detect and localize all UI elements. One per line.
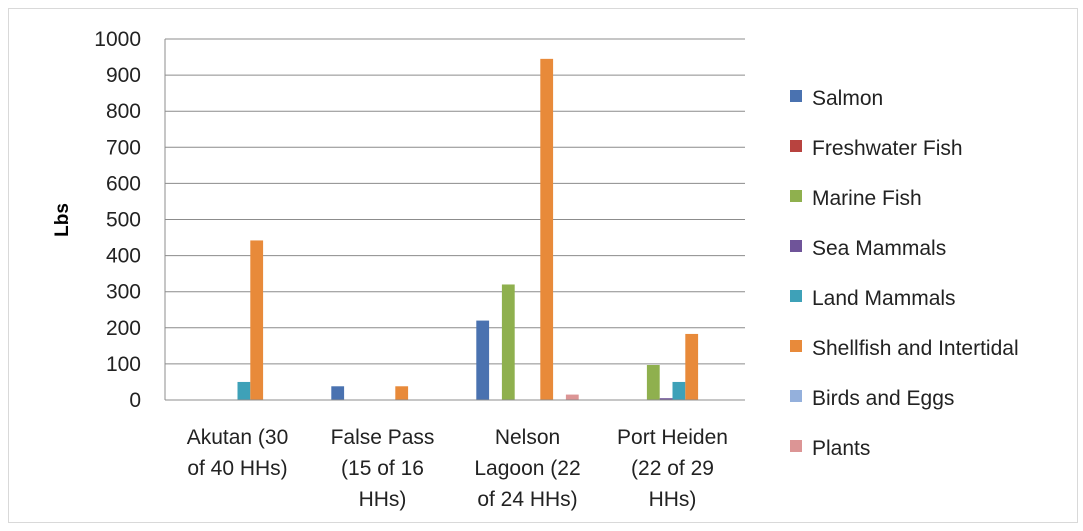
y-tick-label: 600 — [106, 172, 141, 195]
axes — [164, 39, 745, 401]
bar — [565, 394, 579, 400]
bar — [501, 284, 515, 400]
x-category-label: HHs) — [649, 488, 697, 511]
legend-swatch — [790, 190, 802, 202]
legend-label: Birds and Eggs — [812, 387, 954, 410]
y-tick-label: 400 — [106, 245, 141, 268]
legend-label: Marine Fish — [812, 187, 922, 210]
bar — [395, 386, 409, 400]
x-category-label: of 24 HHs) — [477, 488, 577, 511]
legend-swatch — [790, 440, 802, 452]
y-tick-label: 100 — [106, 353, 141, 376]
bar — [476, 320, 490, 400]
bar — [659, 398, 673, 400]
bar — [646, 364, 660, 400]
x-category-label: HHs) — [359, 488, 407, 511]
y-tick-labels: 0 100 200 300 400 500 600 700 800 900 1000 — [94, 28, 141, 412]
y-tick-label: 500 — [106, 209, 141, 232]
legend-label: Salmon — [812, 87, 883, 110]
x-category-labels: Akutan (30 of 40 HHs) False Pass (15 of 16 H… — [187, 426, 728, 511]
y-axis-title: Lbs — [52, 203, 73, 237]
y-tick-label: 700 — [106, 136, 141, 159]
y-tick-label: 1000 — [94, 28, 141, 51]
x-category-label: (15 of 16 — [341, 457, 424, 480]
bar — [237, 381, 251, 400]
bar — [331, 386, 345, 400]
x-category-label: of 40 HHs) — [187, 457, 287, 480]
y-tick-label: 0 — [129, 389, 141, 412]
legend-swatch — [790, 90, 802, 102]
legend-swatch — [790, 240, 802, 252]
legend-swatch — [790, 340, 802, 352]
bar — [685, 333, 699, 400]
legend: Salmon Freshwater Fish Marine Fish Sea Mamm… — [790, 87, 1019, 460]
bar — [250, 240, 264, 400]
legend-label: Plants — [812, 437, 870, 460]
y-tick-label: 200 — [106, 317, 141, 340]
y-tick-label: 900 — [106, 64, 141, 87]
x-category-label: Port Heiden — [617, 426, 728, 449]
bars — [237, 58, 699, 400]
legend-label: Freshwater Fish — [812, 137, 963, 160]
legend-label: Shellfish and Intertidal — [812, 337, 1019, 360]
legend-swatch — [790, 140, 802, 152]
x-category-label: Akutan (30 — [187, 426, 289, 449]
bar — [672, 381, 686, 400]
y-tick-label: 300 — [106, 281, 141, 304]
y-tick-label: 800 — [106, 100, 141, 123]
x-category-label: Lagoon (22 — [474, 457, 580, 480]
legend-swatch — [790, 390, 802, 402]
x-category-label: False Pass — [331, 426, 435, 449]
bar — [540, 58, 554, 400]
legend-label: Land Mammals — [812, 287, 956, 310]
legend-swatch — [790, 290, 802, 302]
x-category-label: Nelson — [495, 426, 560, 449]
x-category-label: (22 of 29 — [631, 457, 714, 480]
legend-label: Sea Mammals — [812, 237, 946, 260]
